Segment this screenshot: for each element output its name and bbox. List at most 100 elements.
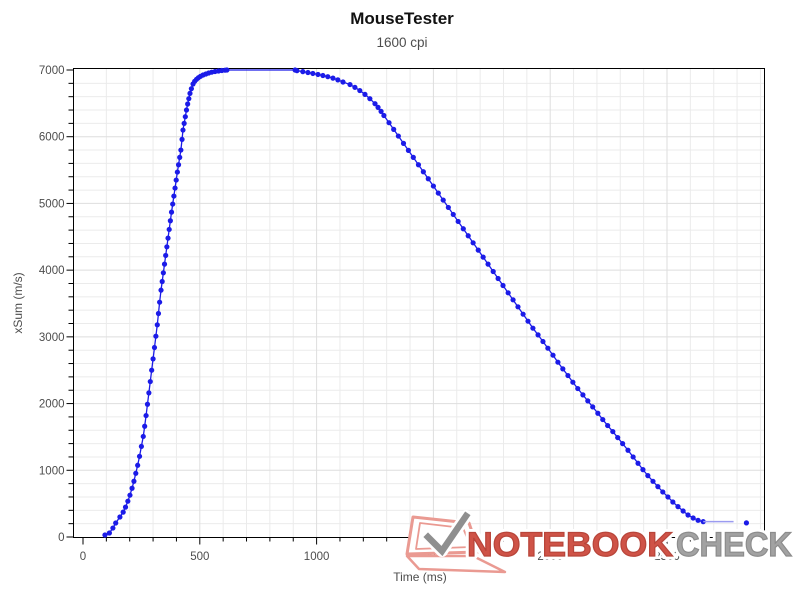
data-point-marker	[174, 169, 180, 175]
data-point-marker	[565, 372, 571, 379]
data-point-marker	[157, 299, 163, 305]
data-point-marker	[129, 485, 135, 491]
y-axis-title: xSum (m/s)	[11, 272, 25, 333]
data-point-marker	[405, 147, 412, 153]
data-point-marker	[650, 478, 656, 484]
x-tick-label: 500	[190, 551, 209, 563]
data-point-marker	[540, 338, 546, 345]
data-point-marker	[386, 120, 392, 126]
data-point-marker	[362, 91, 368, 97]
data-point-marker	[146, 390, 152, 396]
data-point-marker	[570, 379, 576, 385]
data-point-marker	[615, 434, 621, 441]
data-point-marker	[395, 133, 401, 139]
data-point-marker	[106, 530, 112, 536]
data-point-marker	[455, 218, 461, 225]
data-point-marker	[620, 441, 626, 447]
data-point-marker	[147, 378, 153, 385]
data-point-marker	[610, 428, 616, 435]
axis-ticks	[66, 69, 761, 545]
x-tick-label: 0	[80, 551, 86, 563]
data-point-marker	[415, 162, 422, 168]
data-point-marker	[485, 261, 491, 267]
data-point-marker	[510, 297, 516, 303]
data-point-marker	[153, 333, 159, 339]
chart-subtitle: 1600 cpi	[376, 35, 427, 50]
data-point-marker	[460, 226, 466, 232]
data-point-marker	[167, 218, 173, 224]
data-point-marker	[181, 120, 187, 126]
data-point-marker	[320, 72, 326, 79]
data-point-marker	[178, 147, 184, 153]
data-point-marker	[357, 87, 363, 94]
data-point-marker	[117, 514, 123, 520]
data-point-marker	[154, 322, 160, 328]
data-point-marker	[495, 275, 501, 282]
data-point-marker	[138, 443, 144, 450]
gridlines-minor	[73, 68, 765, 538]
data-point-marker	[164, 244, 170, 250]
data-point-marker	[660, 489, 666, 495]
watermark-text-notebook-outline: NOTEBOOK	[467, 526, 673, 564]
data-point-marker	[172, 185, 178, 191]
data-point-marker	[381, 112, 387, 119]
data-point-marker	[183, 107, 190, 113]
data-point-marker	[161, 261, 168, 267]
data-point-marker	[160, 270, 166, 276]
data-point-marker	[585, 398, 591, 404]
data-point-marker	[640, 467, 646, 473]
data-point-marker	[135, 462, 141, 468]
data-point-marker	[182, 114, 188, 120]
data-point-marker	[335, 77, 341, 83]
data-point-marker	[440, 197, 446, 203]
data-point-marker	[465, 233, 471, 239]
data-point-marker	[550, 352, 556, 358]
data-point-marker	[505, 290, 511, 296]
data-point-marker	[400, 140, 407, 146]
data-point-marker	[352, 84, 358, 90]
data-point-marker	[600, 416, 606, 423]
y-tick-label: 6000	[39, 132, 65, 144]
data-point-marker	[590, 404, 596, 410]
data-point-marker	[159, 278, 165, 285]
data-point-marker	[480, 254, 486, 260]
data-point-marker	[113, 520, 119, 526]
data-point-marker	[625, 447, 631, 453]
y-tick-label: 0	[58, 532, 64, 544]
data-point-marker	[143, 412, 149, 419]
data-point-marker	[187, 90, 193, 96]
data-point-marker	[102, 532, 108, 538]
plot-frame	[73, 68, 765, 538]
data-series	[102, 67, 750, 538]
data-point-marker	[535, 332, 541, 338]
data-point-marker	[655, 484, 661, 490]
x-tick-label: 2500	[654, 551, 680, 563]
data-point-marker	[470, 240, 476, 246]
data-point-marker	[375, 104, 381, 110]
data-point-marker	[605, 422, 611, 429]
data-point-marker	[185, 101, 191, 107]
data-point-marker	[695, 517, 701, 523]
watermark-text-check-outline: CHECK	[676, 526, 792, 564]
data-point-marker	[545, 345, 551, 351]
y-axis-tick-labels: 0 1000 2000 3000 4000 5000 6000 7000	[39, 65, 65, 544]
data-point-marker	[180, 127, 186, 133]
x-tick-label: 2000	[537, 551, 563, 563]
data-point-marker	[163, 252, 169, 259]
data-point-marker	[300, 69, 306, 75]
data-point-marker	[186, 96, 192, 102]
data-point-marker	[595, 410, 601, 416]
data-point-marker	[500, 282, 506, 289]
watermark-text-check: CHECK	[676, 526, 792, 564]
data-point-marker	[315, 71, 321, 78]
data-point-marker	[367, 96, 373, 102]
data-point-marker	[158, 287, 164, 293]
data-point-marker	[170, 201, 176, 207]
data-point-marker	[560, 366, 566, 372]
data-point-marker	[685, 512, 691, 518]
data-point-marker	[575, 385, 581, 392]
data-point-marker	[120, 509, 126, 515]
data-point-marker	[743, 520, 750, 526]
data-point-marker	[670, 499, 676, 505]
